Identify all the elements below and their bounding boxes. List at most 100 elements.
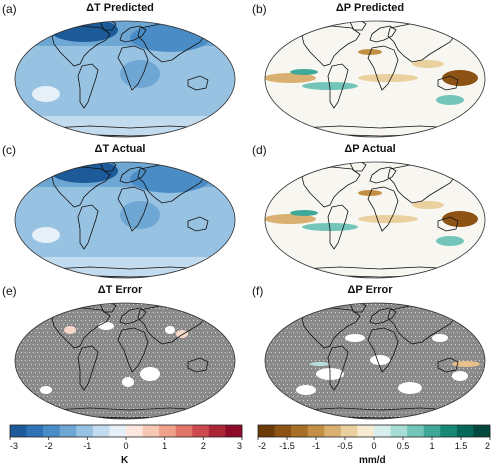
precip-anomaly [290,210,318,216]
map-outline [264,302,486,420]
panel-title: ΔP Predicted [335,2,405,14]
coastline [77,63,99,109]
insignificant-area [345,334,365,342]
coastline [327,63,349,109]
precipitation-colorbar-swatch [374,425,391,437]
world-map [14,302,236,420]
coastline [437,357,459,373]
precip-anomaly [436,95,464,105]
panel-d: (d) ΔP Actual [250,141,490,286]
panel-title: ΔP Error [347,284,393,296]
temperature-colorbar-swatch [92,425,110,437]
coastline [369,25,397,43]
precipitation-unit-label: mm/d [359,455,386,466]
panel-letter: (b) [252,2,267,16]
coastline [99,21,117,31]
panel-b: (b) ΔP Predicted [250,0,490,145]
insignificant-area [398,382,422,394]
precipitation-colorbar-swatch [307,425,325,437]
insignificant-area [370,355,390,365]
panel-letter: (f) [252,284,264,298]
insignificant-area [98,322,114,330]
precipitation-colorbar-swatch [291,425,309,437]
temperature-colorbar-swatch [142,425,160,437]
temperature-colorbar-tick-label: 3 [237,441,242,451]
temperature-colorbar-tick-label: 1 [162,441,167,451]
panel-title: ΔT Error [97,284,143,296]
panel-e: (e) ΔT Error [0,282,240,427]
coastline [349,21,367,31]
precip-anomaly [412,60,444,68]
coastline [367,327,399,373]
precipitation-colorbar-swatch [340,425,358,437]
cooling-region [130,24,210,52]
insignificant-area [140,367,160,381]
insignificant-area [165,326,175,334]
precipitation-colorbar-scale: -2 -1.5 -1 -0.5 0 0.5 1 1.5 2 [257,424,491,451]
coastline [437,216,459,232]
coastline [349,162,367,172]
precip-anomaly [358,215,418,223]
precip-anomaly [412,201,444,209]
precipitation-colorbar-tick-label: -1 [312,441,320,451]
insignificant-area [432,334,448,342]
coastline [117,45,149,91]
temperature-colorbar: -3 -2 -1 0 1 2 3 K [8,424,244,466]
precipitation-colorbar-swatch [407,425,425,437]
panel-title: ΔT Predicted [86,2,154,14]
panel-letter: (e) [2,284,17,298]
precipitation-colorbar-tick-label: 2 [485,441,490,451]
weak-cooling-region [32,86,60,102]
temperature-colorbar-swatch [43,425,61,437]
precip-anomaly [290,69,318,75]
insignificant-area [296,385,316,395]
dry-anomaly [452,361,480,367]
precipitation-colorbar-tick-label: 0 [371,441,376,451]
insignificant-area [452,371,468,381]
precip-anomaly [442,211,478,227]
map-outline [264,161,486,279]
temperature-unit-label: K [121,455,129,466]
cooling-region [130,165,210,193]
panel-title: ΔP Actual [344,143,396,155]
temperature-colorbar-tick-label: 2 [201,441,206,451]
temperature-colorbar-swatch [10,425,27,437]
precipitation-colorbar-swatch [357,425,375,437]
coastline [77,345,99,391]
insignificant-area [122,377,134,387]
panel-letter: (c) [2,143,16,157]
temperature-colorbar-swatch [159,425,177,437]
world-map [264,302,486,420]
coastline [327,204,349,250]
temperature-colorbar-swatch [76,425,94,437]
temperature-colorbar-tick-label: -3 [10,441,18,451]
precipitation-colorbar: -2 -1.5 -1 -0.5 0 0.5 1 1.5 2 mm/d [256,424,492,466]
coastline [99,303,117,313]
map-outline [14,302,236,420]
world-map [14,161,236,279]
precipitation-colorbar-tick-label: -0.5 [337,441,353,451]
coastline [187,216,209,232]
precipitation-colorbar-swatch [324,425,342,437]
map-outline [264,20,486,138]
precip-anomaly [442,70,478,86]
panel-f: (f) ΔP Error [250,282,490,427]
world-map [264,20,486,138]
temperature-colorbar-swatch [126,425,143,437]
coastline [99,162,117,172]
warm-anomaly [176,330,188,338]
weak-cooling-region [32,227,60,243]
precipitation-colorbar-tick-label: 0.5 [397,441,410,451]
map-outline [14,161,236,279]
precipitation-colorbar-tick-label: -1.5 [279,441,295,451]
world-map [14,20,236,138]
precipitation-colorbar-swatch [274,425,292,437]
coastline [367,186,399,232]
coastline [117,327,149,373]
coastline [77,204,99,250]
panel-c: (c) ΔT Actual [0,141,240,286]
temperature-colorbar-tick-label: -2 [45,441,53,451]
precip-anomaly [265,73,316,83]
coastline [367,45,399,91]
panel-letter: (d) [252,143,267,157]
